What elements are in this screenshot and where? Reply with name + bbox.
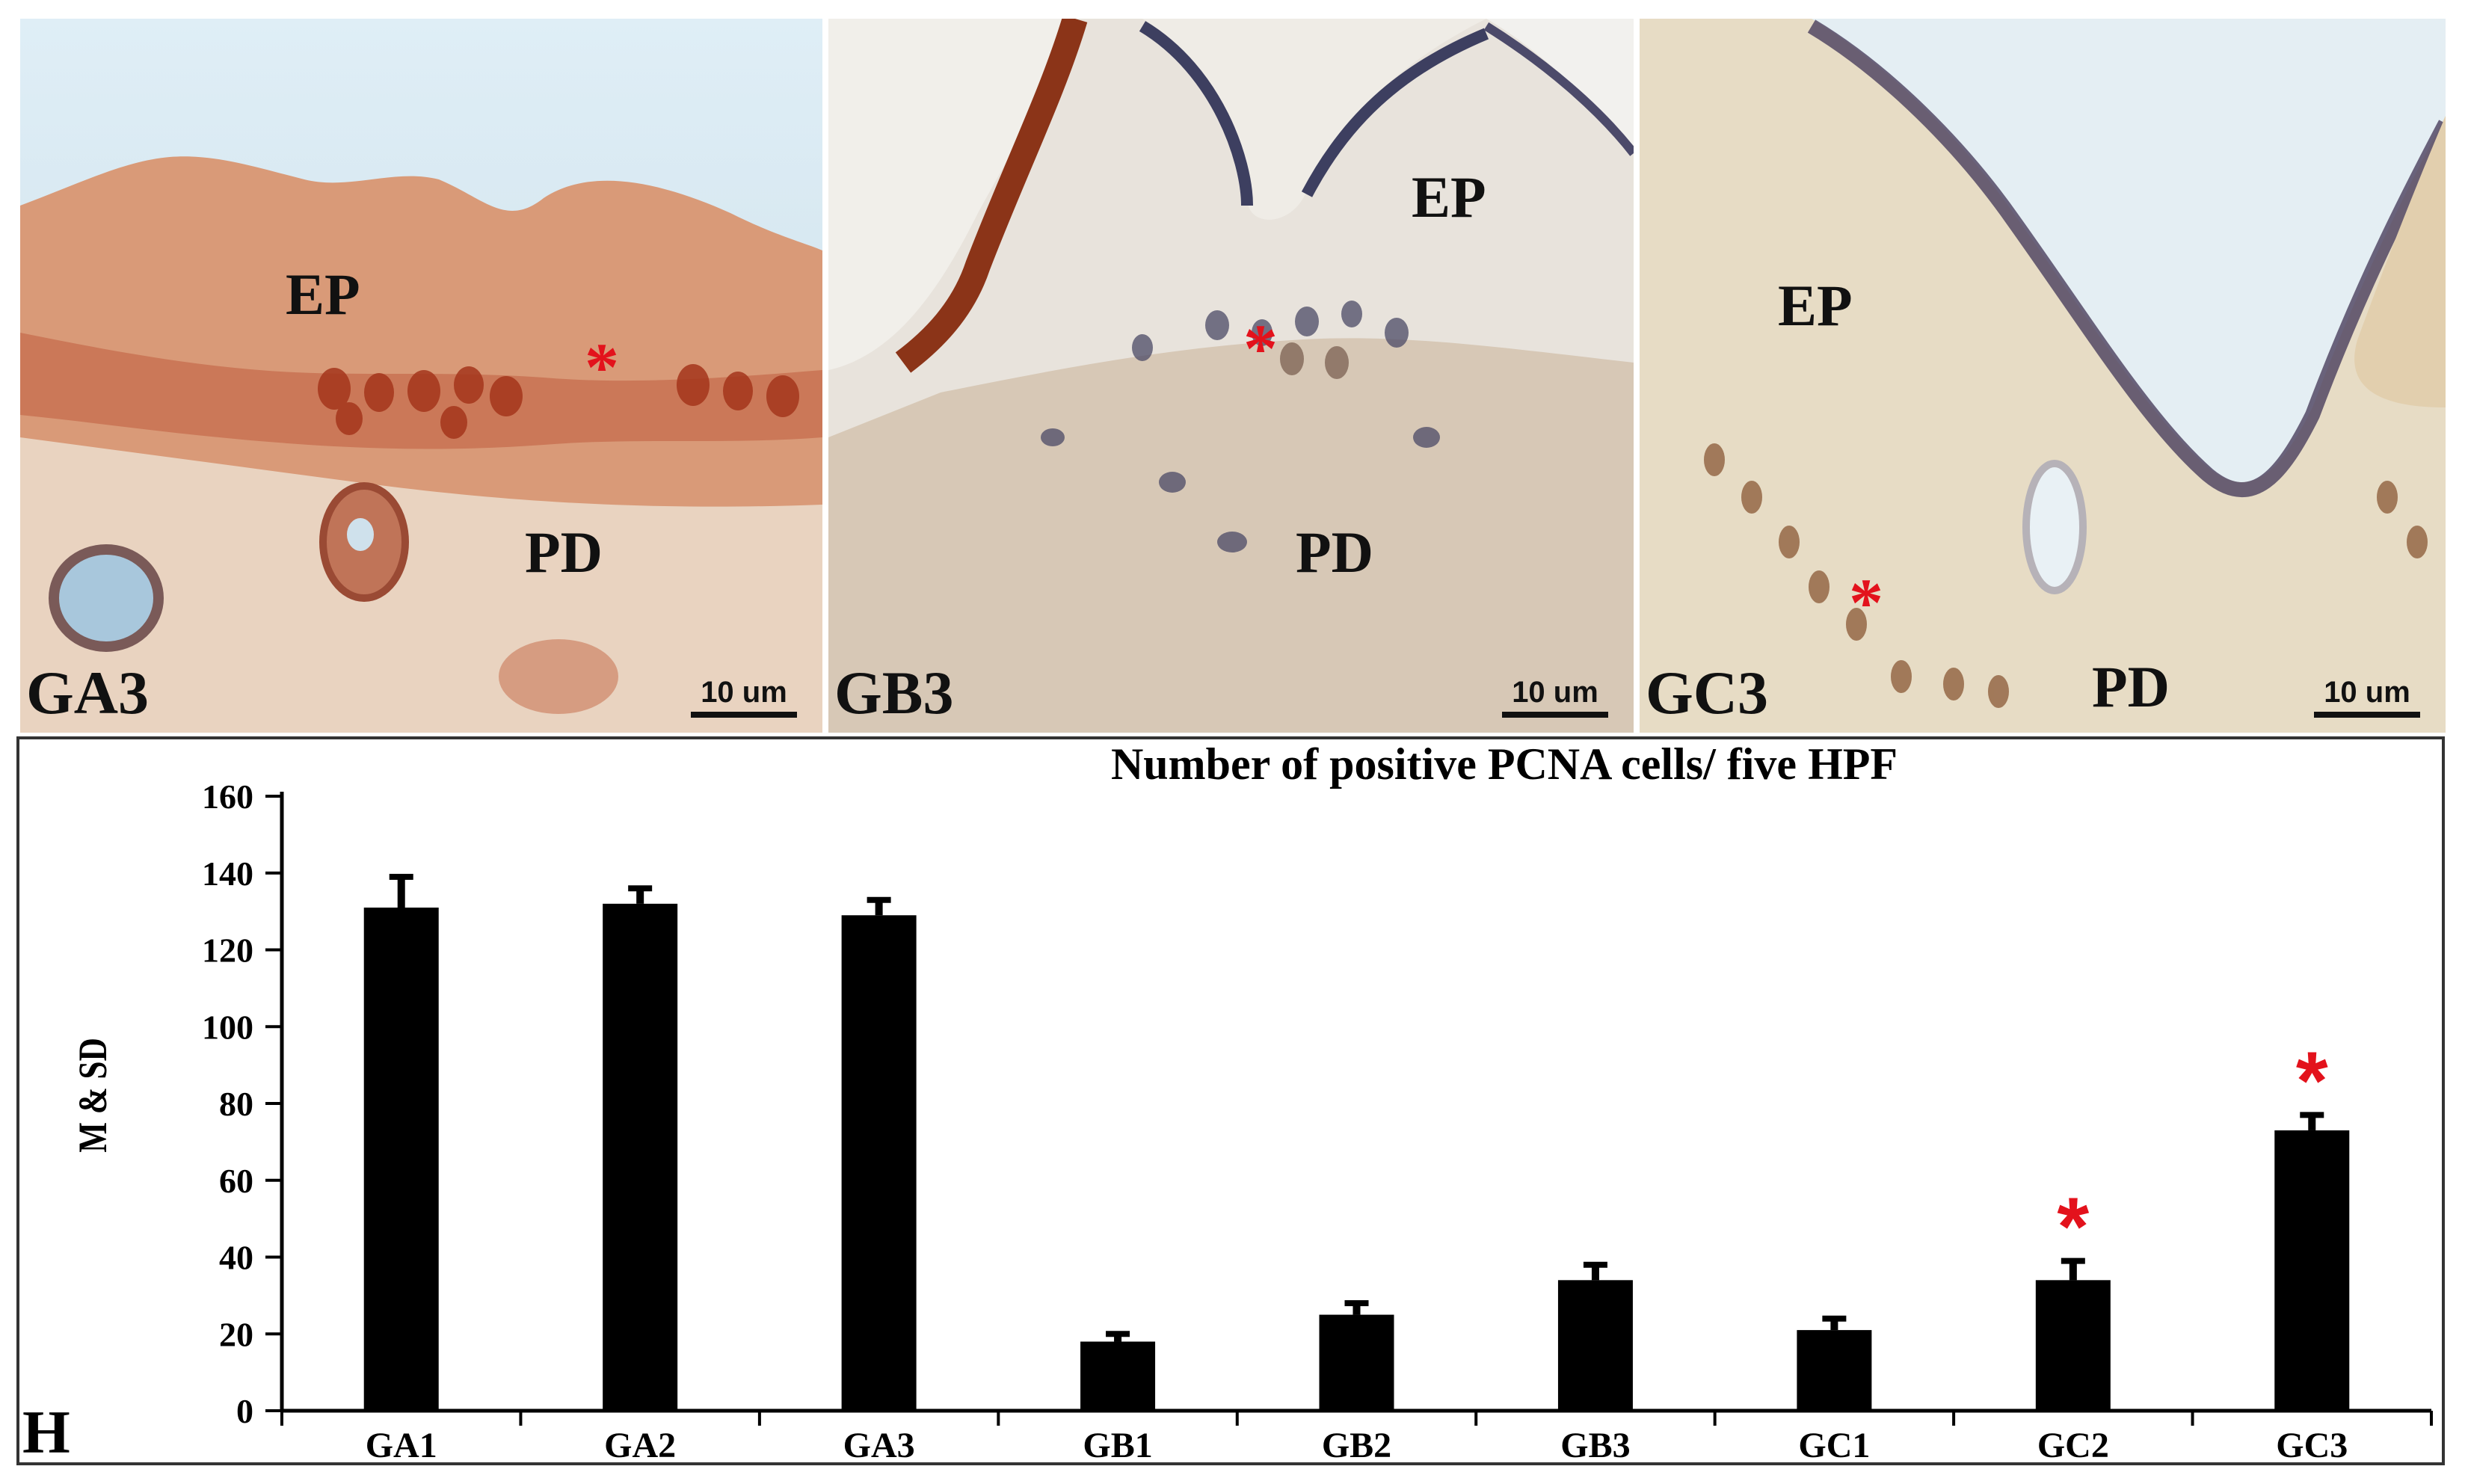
significance-asterisk: * xyxy=(2296,1035,2328,1127)
significance-asterisk: * xyxy=(2057,1181,2089,1273)
label-pd: PD xyxy=(1296,520,1373,585)
bar-chart: Number of positive PCNA cells/ five HPF … xyxy=(16,736,2445,1465)
scale-bar-label: 10 um xyxy=(1512,676,1598,709)
bar xyxy=(1557,1280,1633,1411)
x-tick-label: GA1 xyxy=(366,1426,437,1465)
chart-title: Number of positive PCNA cells/ five HPF xyxy=(1111,739,1898,789)
y-tick-label: 0 xyxy=(236,1392,253,1430)
x-tick-label: GC2 xyxy=(2037,1426,2109,1465)
red-asterisk-marker: * xyxy=(1849,564,1883,641)
bar xyxy=(603,903,678,1411)
scale-bar-label: 10 um xyxy=(2324,676,2410,709)
bar xyxy=(363,907,439,1411)
bar xyxy=(841,915,917,1411)
tissue-image-gb3 xyxy=(828,19,1634,733)
label-ep: EP xyxy=(1412,164,1486,230)
bar-chart-panel: Number of positive PCNA cells/ five HPF … xyxy=(16,736,2445,1465)
x-tick-label: GA2 xyxy=(604,1426,676,1465)
micrograph-panel-ga3: EP PD * GA3 10 um xyxy=(20,19,822,733)
label-ep: EP xyxy=(286,262,360,327)
panel-label: GB3 xyxy=(834,659,954,727)
x-tick-label: GC1 xyxy=(1798,1426,1870,1465)
y-axis-label: M & SD xyxy=(70,1038,115,1153)
y-tick-label: 80 xyxy=(219,1085,253,1123)
x-tick-label: GC3 xyxy=(2276,1426,2348,1465)
scale-bar: 10 um xyxy=(1502,677,1608,718)
bar xyxy=(1319,1314,1394,1411)
label-pd: PD xyxy=(525,520,603,585)
y-tick-label: 120 xyxy=(202,932,253,970)
x-tick-label: GA3 xyxy=(843,1426,915,1465)
red-asterisk-marker: * xyxy=(1243,310,1278,387)
chart-panel-label: H xyxy=(22,1398,70,1465)
micrograph-panel-gc3: EP PD * GC3 10 um xyxy=(1640,19,2446,733)
micrograph-panel-gb3: EP PD * GB3 10 um xyxy=(828,19,1634,733)
scale-bar-line xyxy=(1502,712,1608,718)
y-tick-label: 100 xyxy=(202,1008,253,1046)
y-tick-label: 140 xyxy=(202,855,253,893)
scale-bar: 10 um xyxy=(691,677,797,718)
bar xyxy=(1080,1341,1156,1411)
tissue-image-ga3 xyxy=(20,19,822,733)
panel-label: GA3 xyxy=(26,659,149,727)
scale-bar-label: 10 um xyxy=(701,676,787,709)
y-tick-label: 160 xyxy=(202,778,253,816)
red-asterisk-marker: * xyxy=(585,329,619,405)
bar xyxy=(1797,1330,1872,1411)
x-tick-label: GB1 xyxy=(1083,1426,1152,1465)
scale-bar-line xyxy=(2314,712,2420,718)
bar xyxy=(2274,1130,2350,1411)
y-tick-label: 40 xyxy=(219,1239,253,1277)
bar xyxy=(2035,1280,2111,1411)
chart-bars: GA1 GA2 GA3 GB1 GB2 GB3 GC1 GC2 * GC3 * xyxy=(363,873,2350,1465)
panel-label: GC3 xyxy=(1646,659,1768,727)
scale-bar: 10 um xyxy=(2314,677,2420,718)
x-tick-label: GB2 xyxy=(1322,1426,1391,1465)
label-ep: EP xyxy=(1778,273,1853,338)
y-tick-label: 20 xyxy=(219,1315,253,1353)
x-tick-label: GB3 xyxy=(1560,1426,1630,1465)
scale-bar-line xyxy=(691,712,797,718)
label-pd: PD xyxy=(2092,654,2170,719)
y-tick-label: 60 xyxy=(219,1162,253,1200)
tissue-image-gc3 xyxy=(1640,19,2446,733)
